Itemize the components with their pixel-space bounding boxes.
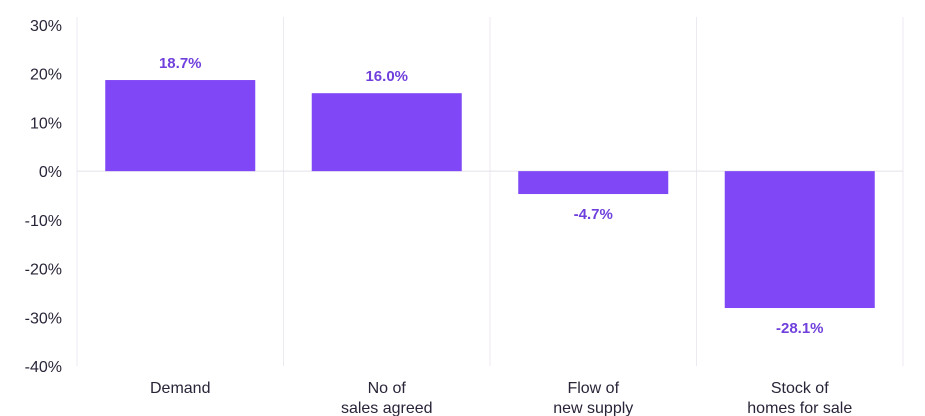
bar	[105, 80, 256, 172]
y-axis-tick-labels: 30% 20% 10% 0% -10% -20% -30% -40%	[25, 18, 62, 376]
bar-value-label: -28.1%	[776, 320, 824, 337]
x-category-label: Flow of new supply	[553, 380, 633, 416]
bar	[311, 93, 462, 172]
y-tick-label: 0%	[39, 164, 62, 181]
bar-value-label: 16.0%	[365, 68, 408, 85]
bar	[724, 171, 875, 309]
x-category-label: No of sales agreed	[341, 380, 433, 416]
y-tick-label: 30%	[30, 18, 62, 35]
value-labels: 18.7% 16.0% -4.7% -28.1%	[159, 55, 824, 337]
bar-value-label: 18.7%	[159, 55, 202, 72]
bar-value-label: -4.7%	[574, 206, 613, 223]
y-tick-label: -20%	[25, 262, 62, 279]
bars	[105, 80, 875, 309]
x-category-label: Demand	[150, 380, 210, 397]
bar	[518, 171, 669, 195]
y-tick-label: -30%	[25, 310, 62, 327]
y-tick-label: -10%	[25, 213, 62, 230]
x-axis-category-labels: Demand No of sales agreed Flow of new supply…	[150, 380, 852, 416]
y-tick-label: -40%	[25, 359, 62, 376]
x-category-label: Stock of homes for sale	[747, 380, 852, 416]
y-tick-label: 20%	[30, 67, 62, 84]
y-tick-label: 10%	[30, 115, 62, 132]
